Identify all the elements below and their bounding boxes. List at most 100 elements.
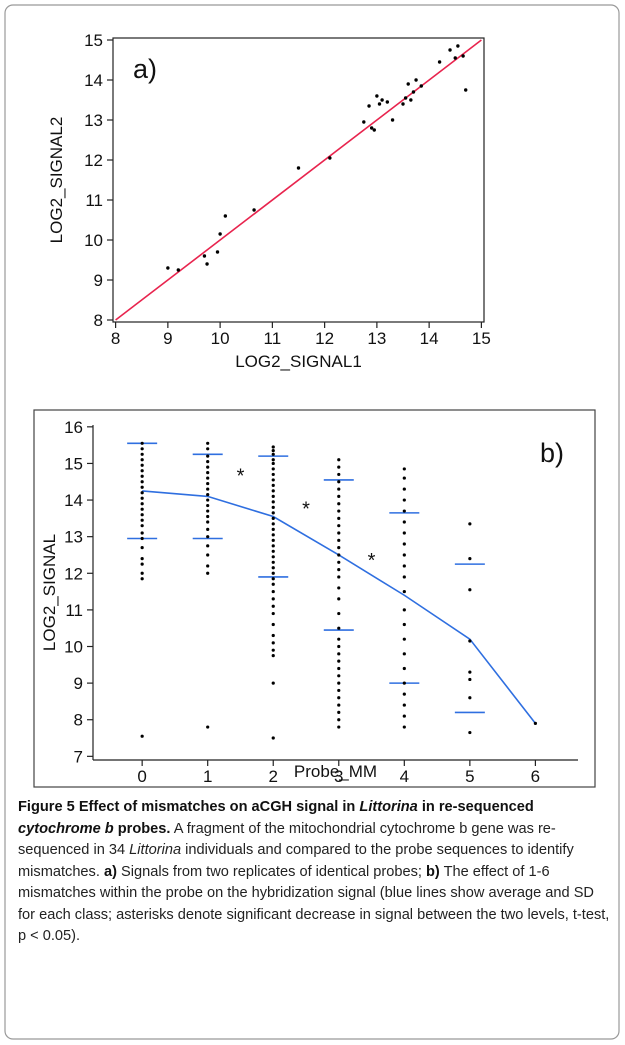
point <box>337 666 341 671</box>
point <box>271 467 275 471</box>
point <box>369 126 374 130</box>
point <box>140 562 144 566</box>
point <box>337 644 341 649</box>
point <box>337 531 341 535</box>
point <box>337 538 341 542</box>
point <box>402 553 406 557</box>
point <box>271 577 275 581</box>
point <box>206 564 210 568</box>
point <box>456 44 460 48</box>
point <box>271 445 275 449</box>
point <box>140 469 144 473</box>
point <box>271 736 275 740</box>
point <box>337 575 341 579</box>
x-tick-label: 5 <box>465 767 474 786</box>
point <box>206 544 210 548</box>
y-tick-label: 10 <box>64 638 83 657</box>
caption-title: Figure 5 Effect of mismatches on aCGH si… <box>18 799 534 837</box>
point <box>271 633 275 638</box>
point <box>419 84 423 88</box>
point <box>414 78 418 82</box>
point <box>206 725 210 729</box>
point <box>337 637 341 641</box>
point <box>140 452 144 456</box>
point <box>402 520 406 524</box>
point <box>206 441 210 445</box>
x-tick-label: 2 <box>269 767 278 786</box>
point <box>337 703 341 707</box>
point <box>206 492 210 497</box>
point <box>206 481 210 486</box>
point <box>337 718 341 722</box>
y-tick-label: 11 <box>85 191 103 210</box>
caption-text: The effect of 1-6 mismatches within the … <box>18 863 610 945</box>
point <box>140 474 144 478</box>
x-tick-label: 12 <box>315 329 334 348</box>
point <box>372 128 376 132</box>
y-tick-label: 12 <box>84 151 103 170</box>
point <box>337 681 341 685</box>
point <box>205 262 209 266</box>
point <box>402 714 406 718</box>
point <box>402 622 406 627</box>
point <box>140 571 144 575</box>
point <box>468 670 472 674</box>
caption-text: in re-sequenced <box>417 799 534 815</box>
point <box>402 703 406 707</box>
point <box>176 268 181 272</box>
point <box>271 533 275 537</box>
point <box>402 487 406 491</box>
point <box>337 659 341 663</box>
point <box>271 589 275 594</box>
caption-text: Signals from two replicates of identical… <box>116 863 427 880</box>
point <box>206 447 210 451</box>
point <box>271 478 275 482</box>
point <box>337 509 341 513</box>
point <box>437 60 442 64</box>
point <box>206 498 210 502</box>
point <box>202 254 207 258</box>
x-tick-label: 0 <box>137 767 146 786</box>
point <box>337 494 341 498</box>
plot-frame <box>112 37 485 323</box>
point <box>337 688 341 693</box>
point <box>468 557 472 561</box>
x-tick-label: 8 <box>111 329 120 348</box>
point <box>402 509 406 513</box>
point <box>271 489 275 493</box>
point <box>402 637 406 641</box>
y-tick-label: 13 <box>84 111 103 130</box>
point <box>140 485 144 489</box>
point <box>206 470 210 475</box>
point <box>337 586 341 590</box>
point <box>271 452 275 456</box>
point <box>402 692 406 696</box>
point <box>271 582 275 586</box>
point <box>271 458 275 462</box>
caption-text: cytochrome b <box>18 820 114 837</box>
point <box>271 483 275 488</box>
point <box>206 454 210 458</box>
point <box>271 500 275 504</box>
point <box>271 604 275 608</box>
y-tick-label: 15 <box>84 31 103 50</box>
point <box>337 611 341 616</box>
x-tick-label: 13 <box>367 329 386 348</box>
point <box>271 611 275 616</box>
caption-text: Littorina <box>129 842 182 858</box>
point <box>271 681 275 685</box>
point <box>402 608 406 612</box>
point <box>215 250 220 254</box>
y-axis-label: LOG2_SIGNAL2 <box>47 117 66 244</box>
point <box>206 527 210 531</box>
point <box>271 516 275 520</box>
point <box>271 461 275 466</box>
point <box>453 56 457 60</box>
point <box>468 696 472 700</box>
y-axis-label: LOG2_SIGNAL <box>40 534 59 651</box>
point <box>140 480 144 484</box>
point <box>271 654 275 658</box>
point <box>271 494 275 498</box>
caption-text: a) <box>103 863 117 880</box>
significance-marker: * <box>368 550 376 572</box>
